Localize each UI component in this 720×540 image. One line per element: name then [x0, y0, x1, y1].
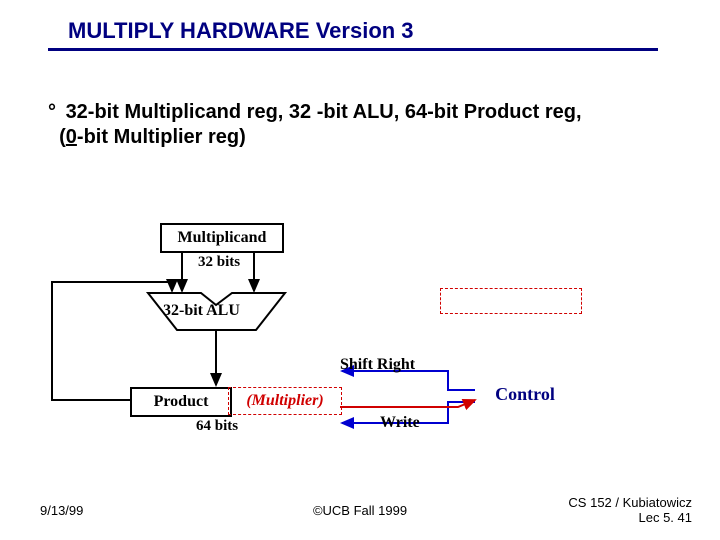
product-box: Product [130, 387, 232, 417]
diagram-lines [0, 0, 720, 540]
multiplicand-bits-label: 32 bits [198, 254, 240, 271]
product-bits-label: 64 bits [196, 418, 238, 435]
footer-lecture: Lec 5. 41 [639, 510, 693, 525]
footer-right: CS 152 / Kubiatowicz Lec 5. 41 [568, 496, 692, 526]
multiplicand-box: Multiplicand [160, 223, 284, 253]
unused-dashed-box [440, 288, 582, 314]
footer-course: CS 152 / Kubiatowicz [568, 495, 692, 510]
alu-label: 32-bit ALU [163, 302, 240, 320]
write-label: Write [380, 414, 420, 432]
multiplier-box: (Multiplier) [228, 387, 342, 415]
shift-right-label: Shift Right [340, 356, 415, 374]
control-box: Control [475, 377, 575, 411]
